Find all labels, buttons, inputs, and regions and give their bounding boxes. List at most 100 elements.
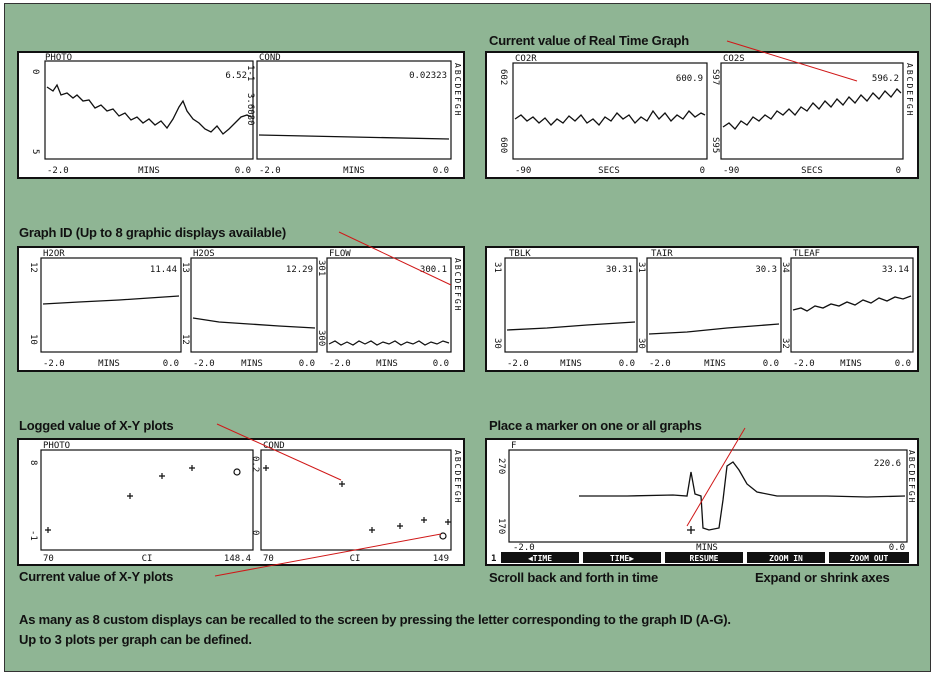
graph-id-letters: ABCDEFGH bbox=[453, 258, 462, 313]
graph-title: CO2S bbox=[723, 54, 745, 64]
screen-h2o-flow: H2OR H2OS FLOW 11.44 12.29 300.1 12 10 1… bbox=[17, 246, 465, 372]
graph-title: PHOTO bbox=[43, 441, 70, 451]
y-axis-max: 8 bbox=[28, 460, 38, 465]
note-line: Up to 3 plots per graph can be defined. bbox=[19, 632, 252, 647]
tblk-trace bbox=[506, 321, 636, 331]
x-axis-left: -90 bbox=[723, 166, 739, 176]
figure-frame: PHOTO COND 6.52 0.02323 0 5 1-1 3.6080 -… bbox=[4, 3, 931, 672]
x-axis-right: 0.0 bbox=[619, 359, 635, 369]
softkey-zoom-out[interactable]: ZOOM OUT bbox=[829, 552, 909, 563]
y-axis-max: 602 bbox=[498, 69, 508, 85]
y-axis-min: 30 bbox=[636, 338, 646, 349]
y-axis-min: 32 bbox=[780, 338, 790, 349]
y-axis-min: 10 bbox=[28, 334, 38, 345]
graph-id-letters: ABCDEFGH bbox=[905, 63, 914, 118]
y-axis-max: 31 bbox=[636, 262, 646, 273]
x-axis-left: -2.0 bbox=[649, 359, 671, 369]
softkey-time-forward[interactable]: TIME▶ bbox=[583, 552, 661, 563]
y-axis-max: 13 bbox=[180, 262, 190, 273]
caption-graph-id: Graph ID (Up to 8 graphic displays avail… bbox=[19, 225, 286, 240]
x-axis-right: 0.0 bbox=[235, 166, 251, 176]
screen-xy-plots: PHOTO COND 8 -1 0.2 0 70 CI 148.4 70 CI … bbox=[17, 438, 465, 566]
xy-logged-point bbox=[189, 465, 195, 471]
y-axis-min: 300 bbox=[316, 330, 326, 346]
softkey-label: TIME▶ bbox=[610, 554, 634, 563]
y-axis-min: 12 bbox=[180, 334, 190, 345]
co2r-trace bbox=[514, 109, 706, 126]
x-axis-left: -2.0 bbox=[43, 359, 65, 369]
footer-note: As many as 8 custom displays can be reca… bbox=[19, 610, 919, 650]
softkey-label: ◀TIME bbox=[528, 554, 552, 563]
graph-title: TAIR bbox=[651, 249, 673, 259]
softkey-time-back[interactable]: ◀TIME bbox=[501, 552, 579, 563]
y-axis-min: -1 bbox=[28, 530, 38, 541]
xy-logged-point bbox=[159, 473, 165, 479]
co2s-trace bbox=[722, 88, 902, 130]
x-axis-label: SECS bbox=[801, 166, 823, 176]
x-axis-right: 149 bbox=[433, 554, 449, 564]
graph-title: CO2R bbox=[515, 54, 537, 64]
x-axis-left: -2.0 bbox=[793, 359, 815, 369]
x-axis-right: 0.0 bbox=[763, 359, 779, 369]
xy-current-point bbox=[439, 532, 447, 540]
y-axis-min: 5 bbox=[30, 149, 40, 154]
y-axis-min: 170 bbox=[496, 518, 506, 534]
x-axis-label: MINS bbox=[98, 359, 120, 369]
y-axis-max: 12 bbox=[28, 262, 38, 273]
graph-current-value: 33.14 bbox=[882, 265, 909, 275]
x-axis-label: MINS bbox=[704, 359, 726, 369]
graph-title: H2OS bbox=[193, 249, 215, 259]
x-axis-label: MINS bbox=[138, 166, 160, 176]
x-axis-left: -2.0 bbox=[507, 359, 529, 369]
graph-id-letters: ABCDEFGH bbox=[453, 450, 462, 505]
xy-logged-point bbox=[397, 523, 403, 529]
softkey-label: ZOOM OUT bbox=[850, 554, 889, 563]
caption-real-time-current: Current value of Real Time Graph bbox=[489, 33, 689, 48]
xy-logged-point bbox=[127, 493, 133, 499]
x-axis-left: -2.0 bbox=[513, 543, 535, 553]
tleaf-trace bbox=[792, 295, 912, 312]
x-axis-left: -2.0 bbox=[193, 359, 215, 369]
xy-current-point bbox=[233, 468, 241, 476]
caption-logged-xy: Logged value of X-Y plots bbox=[19, 418, 174, 433]
x-axis-label: MINS bbox=[343, 166, 365, 176]
graph-title: TLEAF bbox=[793, 249, 820, 259]
x-axis-left: -2.0 bbox=[47, 166, 69, 176]
h2os-trace bbox=[192, 317, 316, 329]
y-axis-min: 0 bbox=[250, 530, 260, 535]
graph-title: F bbox=[511, 441, 516, 451]
y-axis-max: 1-1 bbox=[245, 65, 255, 81]
y-axis-max: 0.2 bbox=[250, 456, 260, 472]
y-axis-min: 3.6080 bbox=[245, 93, 255, 126]
graph-current-value: 30.31 bbox=[606, 265, 633, 275]
graph-current-value: 30.3 bbox=[755, 265, 777, 275]
softkey-zoom-in[interactable]: ZOOM IN bbox=[747, 552, 825, 563]
screen-marker-softkeys: F 220.6 270 170 -2.0 MINS 0.0 ABCDEFGH 1… bbox=[485, 438, 919, 566]
softkey-resume[interactable]: RESUME bbox=[665, 552, 743, 563]
x-axis-label: MINS bbox=[840, 359, 862, 369]
screen-co2: CO2R CO2S 600.9 596.2 602 600 S97 S95 -9… bbox=[485, 51, 919, 179]
x-axis-label: MINS bbox=[241, 359, 263, 369]
graph-current-value: 600.9 bbox=[676, 74, 703, 84]
graph-current-value: 11.44 bbox=[150, 265, 177, 275]
graph-current-value: 12.29 bbox=[286, 265, 313, 275]
xy-logged-point bbox=[339, 481, 345, 487]
graph-current-value: 6.52 bbox=[225, 71, 247, 81]
x-axis-left: 70 bbox=[263, 554, 274, 564]
x-axis-right: 0.0 bbox=[895, 359, 911, 369]
y-axis-min: 30 bbox=[492, 338, 502, 349]
y-axis-max: 270 bbox=[496, 458, 506, 474]
graph-id-letters: ABCDEFGH bbox=[453, 63, 462, 118]
y-axis-max: 34 bbox=[780, 262, 790, 273]
softkey-page-index: 1 bbox=[491, 554, 496, 564]
f-trace bbox=[579, 461, 906, 531]
softkey-label: ZOOM IN bbox=[769, 554, 803, 563]
x-axis-right: 0 bbox=[896, 166, 901, 176]
graph-title: COND bbox=[263, 441, 285, 451]
graph-title: PHOTO bbox=[45, 53, 72, 63]
caption-scroll: Scroll back and forth in time bbox=[489, 570, 659, 585]
x-axis-right: 148.4 bbox=[224, 554, 251, 564]
x-axis-left: 70 bbox=[43, 554, 54, 564]
cond-trace bbox=[258, 134, 450, 140]
x-axis-left: -90 bbox=[515, 166, 531, 176]
